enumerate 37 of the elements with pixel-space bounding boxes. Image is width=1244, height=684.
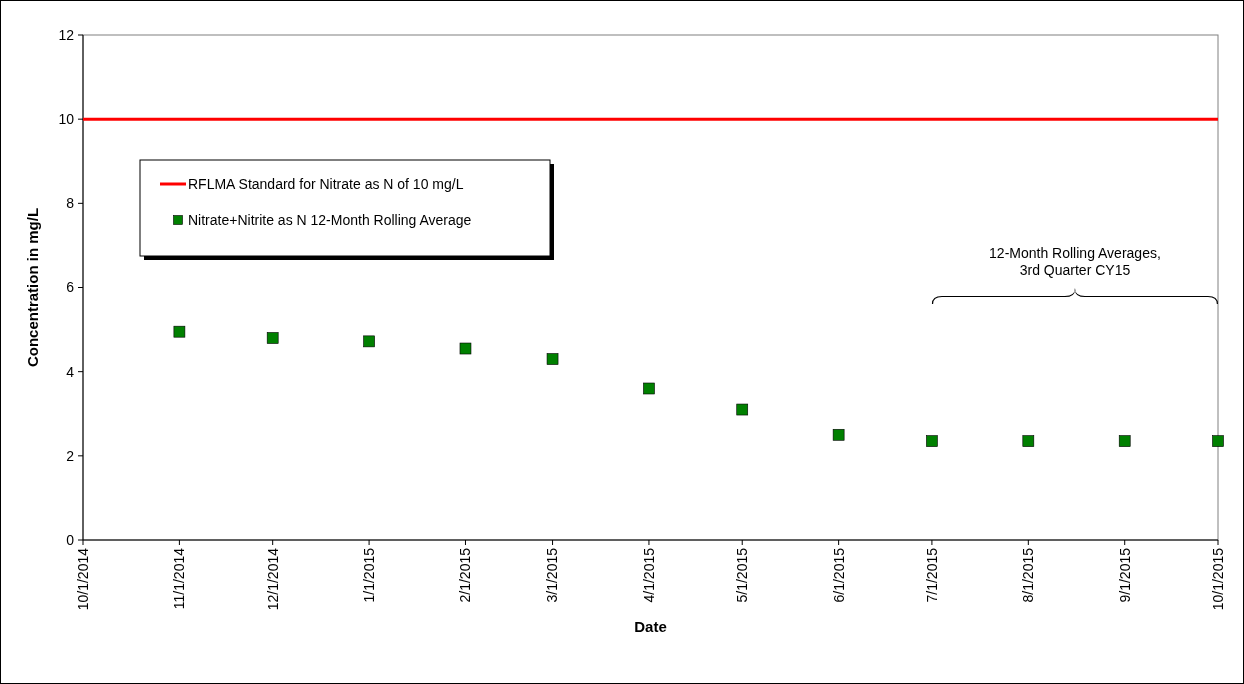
y-axis-title: Concentration in mg/L [24, 207, 41, 368]
y-tick-label: 2 [66, 447, 75, 464]
legend-label: RFLMA Standard for Nitrate as N of 10 mg/L [188, 175, 464, 192]
point [459, 342, 472, 355]
x-tick-label: 2/1/2015 [457, 547, 474, 603]
x-tick-label: 9/1/2015 [1116, 547, 1133, 603]
point [1212, 435, 1224, 447]
x-tick-label: 12/1/2014 [264, 547, 281, 611]
point [546, 353, 559, 365]
y-tick-label: 6 [66, 279, 75, 296]
x-axis-title: Date [634, 618, 667, 635]
x-tick-label: 4/1/2015 [640, 547, 657, 603]
x-tick-label: 3/1/2015 [544, 547, 561, 603]
legend-label: Nitrate+Nitrite as N 12-Month Rolling Average [188, 211, 472, 228]
x-tick-label: 7/1/2015 [923, 547, 940, 603]
x-tick-label: 10/1/2015 [1209, 547, 1226, 611]
point [266, 332, 279, 344]
point [643, 382, 655, 395]
x-tick-label: 11/1/2014 [171, 547, 188, 610]
x-tick-label: 5/1/2015 [734, 547, 751, 603]
annotation: 12-Month Rolling Averages, 3rd Quarter CY15 [989, 244, 1161, 279]
y-tick-label: 8 [66, 195, 75, 212]
x-tick-label: 10/1/2014 [74, 547, 91, 611]
y-tick-label: 4 [66, 363, 75, 380]
point [832, 428, 845, 441]
y-tick-label: 10 [58, 111, 75, 128]
x-tick-label: 8/1/2015 [1020, 547, 1037, 603]
y-tick-label: 0 [66, 531, 75, 548]
y-tick-label: 12 [58, 26, 75, 43]
point [1022, 435, 1035, 447]
x-tick-label: 6/1/2015 [830, 547, 847, 603]
point [1118, 435, 1131, 447]
x-tick-label: 1/1/2015 [360, 547, 377, 603]
point [736, 403, 749, 416]
point [926, 435, 938, 447]
point [363, 335, 375, 348]
point [173, 325, 186, 338]
